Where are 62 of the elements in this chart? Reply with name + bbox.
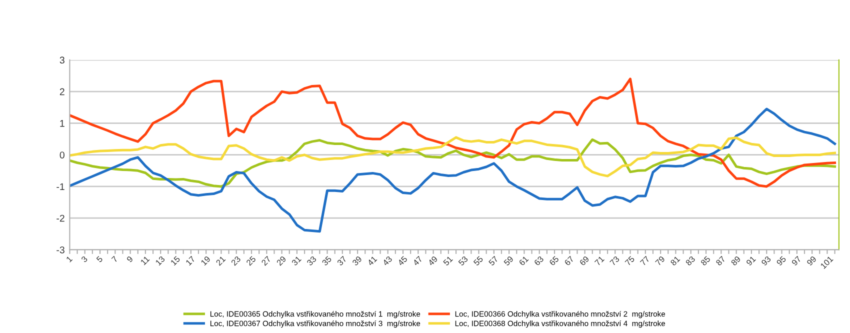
x-tick-label: 19: [200, 256, 211, 266]
x-tick-label: 79: [654, 256, 666, 266]
line-series: [70, 138, 836, 188]
x-tick-label: 71: [594, 256, 604, 266]
x-tick-label: 43: [382, 256, 392, 266]
x-tick-label: 7: [111, 256, 118, 263]
x-tick-label: 3: [80, 256, 88, 263]
x-tick-label: 55: [473, 256, 484, 266]
y-tick-label: 0: [60, 152, 64, 158]
x-tick-label: 17: [186, 256, 196, 266]
y-tick-label: 2: [60, 88, 64, 96]
x-tick-label: 31: [291, 256, 302, 266]
x-tick-label: 93: [761, 256, 772, 266]
x-tick-label: 63: [534, 256, 544, 266]
y-tick-label: 3: [60, 56, 64, 64]
x-tick-label: 75: [624, 256, 635, 266]
x-tick-label: 65: [548, 256, 560, 266]
x-tick-label: 11: [140, 256, 150, 266]
line-series: [70, 78, 836, 188]
x-tick-label: 77: [640, 256, 650, 266]
x-tick-label: 49: [428, 256, 438, 266]
y-tick-label: 1: [60, 120, 64, 127]
x-tick-label: 87: [716, 256, 726, 266]
x-tick-label: 97: [791, 256, 802, 266]
x-tick-label: 27: [261, 256, 272, 266]
x-tick-label: 85: [700, 256, 711, 266]
x-tick-label: 23: [230, 256, 241, 266]
x-tick-label: 53: [458, 256, 468, 266]
x-tick-label: 39: [352, 256, 362, 266]
x-tick-label: 41: [367, 256, 378, 266]
x-tick-label: 29: [276, 256, 286, 266]
x-tick-label: 59: [503, 256, 514, 266]
x-tick-label: 99: [806, 256, 817, 266]
x-tick-label: 13: [155, 256, 166, 266]
x-tick-label: 73: [610, 256, 620, 266]
x-tick-label: 57: [488, 256, 498, 266]
y-tick-label: -3: [56, 246, 64, 254]
y-tick-label: -1: [56, 183, 64, 190]
x-tick-label: 33: [306, 256, 317, 266]
x-tick-label: 47: [412, 256, 423, 266]
x-tick-label: 21: [216, 256, 226, 266]
y-tick-label: -2: [56, 214, 64, 222]
x-tick-label: 45: [397, 256, 408, 266]
x-tick-label: 37: [336, 256, 347, 266]
x-tick-label: 1: [66, 256, 73, 262]
line-series: [70, 136, 836, 178]
x-tick-label: 15: [170, 256, 180, 266]
x-tick-label: 61: [518, 256, 529, 266]
x-tick-label: 89: [730, 256, 741, 266]
x-tick-label: 25: [246, 256, 256, 266]
line-series: [70, 108, 836, 233]
x-tick-label: 9: [126, 256, 134, 263]
x-tick-label: 67: [564, 256, 574, 266]
x-tick-label: 83: [685, 256, 696, 266]
x-tick-label: 69: [579, 256, 590, 266]
x-tick-label: 91: [746, 256, 756, 266]
x-tick-label: 35: [322, 256, 332, 266]
x-tick-label: 51: [442, 256, 454, 266]
x-tick-label: 5: [96, 256, 103, 263]
x-tick-label: 101: [820, 256, 834, 270]
x-tick-label: 81: [670, 256, 680, 266]
x-tick-label: 95: [776, 256, 786, 266]
